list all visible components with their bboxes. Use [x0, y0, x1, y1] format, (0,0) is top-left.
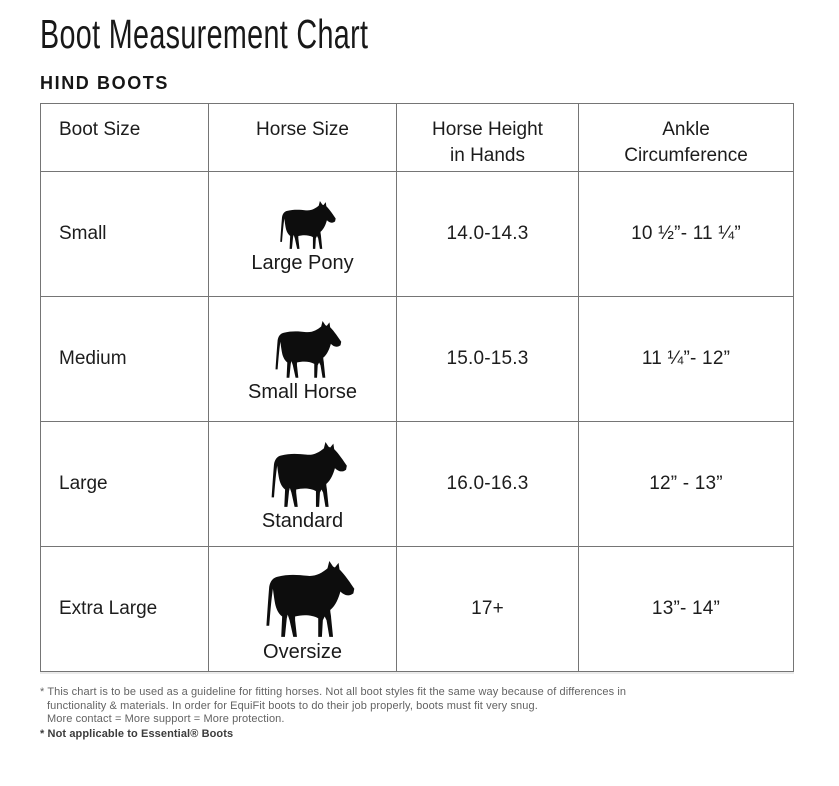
- footnote-line: functionality & materials. In order for …: [47, 699, 538, 712]
- horse-size-cell: Standard: [208, 421, 397, 548]
- table-row-extra-large: Extra Large Oversize 17+ 13”- 14”: [40, 546, 794, 673]
- horse-silhouette-icon: [266, 561, 355, 638]
- horse-size-label: Oversize: [263, 640, 342, 663]
- boot-size-cell: Medium: [40, 296, 209, 423]
- boot-size-cell: Extra Large: [40, 546, 209, 673]
- horse-height-cell: 16.0-16.3: [396, 421, 579, 548]
- column-header-label: Ankle: [662, 119, 710, 141]
- horse-height-cell: 15.0-15.3: [396, 296, 579, 423]
- horse-size-cell: Large Pony: [208, 171, 397, 298]
- column-header-label-line2: Circumference: [624, 145, 748, 167]
- ankle-circumference-cell: 10 ½”- 11 ¼”: [578, 171, 794, 298]
- horse-silhouette-icon: [271, 441, 347, 507]
- size-chart-table: Boot Size Horse Size Horse Height in Han…: [40, 103, 794, 673]
- horse-size-cell: Oversize: [208, 546, 397, 673]
- horse-silhouette-icon: [279, 200, 336, 249]
- table-row-small: Small Large Pony 14.0-14.3 10 ½”- 11 ¼”: [40, 171, 794, 298]
- column-header-label: Horse Height: [432, 119, 543, 141]
- boot-size-cell: Large: [40, 421, 209, 548]
- ankle-circumference-cell: 11 ¼”- 12”: [578, 296, 794, 423]
- footnote-line: * This chart is to be used as a guidelin…: [40, 686, 627, 699]
- ankle-circumference-cell: 13”- 14”: [578, 546, 794, 673]
- horse-size-label: Small Horse: [248, 381, 357, 404]
- column-header-label: Boot Size: [59, 119, 141, 141]
- horse-silhouette-icon: [275, 321, 342, 378]
- page-title: Boot Measurement Chart: [40, 11, 369, 57]
- section-title-hind-boots: HIND BOOTS: [40, 73, 170, 94]
- horse-height-cell: 17+: [396, 546, 579, 673]
- horse-height-cell: 14.0-14.3: [396, 171, 579, 298]
- horse-size-label: Large Pony: [251, 251, 354, 274]
- horse-size-label: Standard: [261, 510, 344, 533]
- ankle-circumference-cell: 12” - 13”: [578, 421, 794, 548]
- boot-measurement-chart-page: Boot Measurement Chart HIND BOOTS Boot S…: [40, 11, 839, 741]
- boot-size-cell: Small: [40, 171, 209, 298]
- column-header-ankle-circumference: Ankle Circumference: [578, 103, 794, 173]
- footnotes: * This chart is to be used as a guidelin…: [40, 686, 839, 741]
- column-header-label-line2: in Hands: [450, 145, 525, 167]
- column-header-boot-size: Boot Size: [40, 103, 209, 173]
- horse-size-cell: Small Horse: [208, 296, 397, 423]
- column-header-horse-size: Horse Size: [208, 103, 397, 173]
- column-header-horse-height: Horse Height in Hands: [396, 103, 579, 173]
- header-row: Boot Size Horse Size Horse Height in Han…: [40, 103, 794, 173]
- footnote-line: More contact = More support = More prote…: [47, 713, 285, 726]
- footnote-essential-disclaimer: * Not applicable to Essential® Boots: [40, 727, 234, 740]
- table-row-large: Large Standard 16.0-16.3 12” - 13”: [40, 421, 794, 548]
- table-row-medium: Medium Small Horse 15.0-15.3 11 ¼”- 12”: [40, 296, 794, 423]
- column-header-label: Horse Size: [256, 119, 349, 141]
